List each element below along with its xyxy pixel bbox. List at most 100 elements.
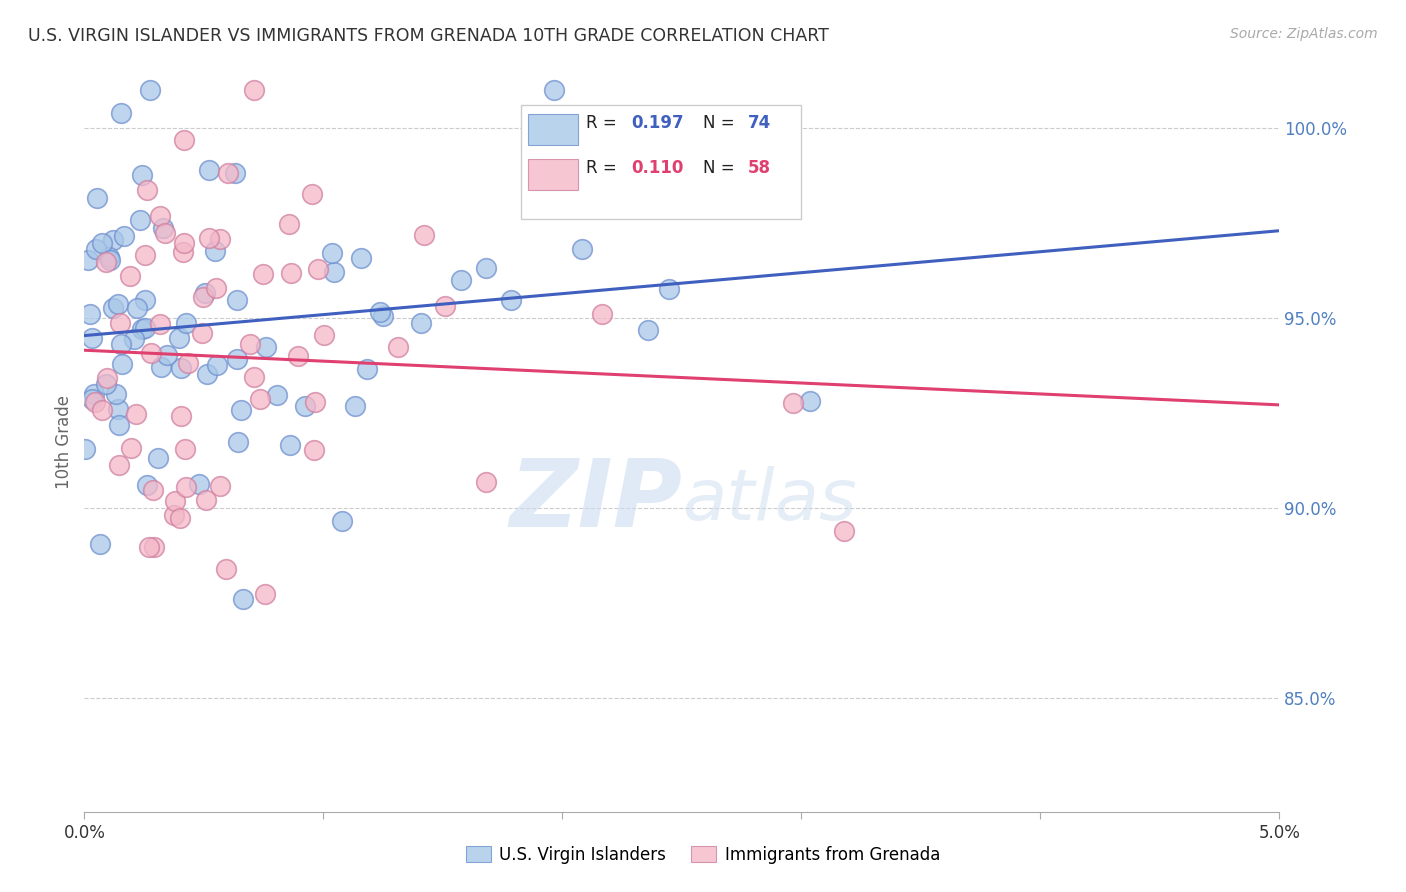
Point: [191, 290, 214, 304]
Point: [209, 231, 232, 245]
Point: [799, 394, 821, 409]
Point: [387, 340, 409, 354]
Point: [198, 230, 221, 244]
Text: U.S. VIRGIN ISLANDER VS IMMIGRANTS FROM GRENADA 10TH GRADE CORRELATION CHART: U.S. VIRGIN ISLANDER VS IMMIGRANTS FROM …: [28, 27, 830, 45]
Text: 74: 74: [748, 114, 770, 132]
Point: [571, 242, 593, 256]
Point: [134, 248, 156, 262]
Point: [224, 166, 246, 180]
Point: [434, 299, 457, 313]
Point: [187, 476, 209, 491]
Point: [142, 483, 165, 497]
FancyBboxPatch shape: [527, 114, 578, 145]
Point: [149, 317, 172, 331]
Point: [167, 330, 190, 344]
Point: [138, 541, 160, 555]
Point: [141, 346, 163, 360]
Point: [101, 233, 124, 247]
Point: [301, 187, 323, 202]
Point: [252, 267, 274, 281]
Point: [135, 478, 157, 492]
Point: [134, 293, 156, 308]
Point: [323, 265, 346, 279]
Point: [104, 387, 127, 401]
Text: Source: ZipAtlas.com: Source: ZipAtlas.com: [1230, 27, 1378, 41]
Point: [658, 282, 681, 296]
Point: [229, 403, 252, 417]
Point: [198, 162, 221, 177]
Point: [153, 226, 176, 240]
Point: [226, 351, 249, 366]
Point: [280, 266, 302, 280]
Point: [302, 442, 325, 457]
Point: [149, 209, 172, 223]
Point: [125, 407, 148, 421]
Point: [450, 273, 472, 287]
Point: [112, 229, 135, 244]
Point: [350, 251, 373, 265]
Point: [226, 434, 249, 449]
Point: [254, 340, 277, 354]
Point: [156, 348, 179, 362]
Point: [90, 235, 112, 250]
Y-axis label: 10th Grade: 10th Grade: [55, 394, 73, 489]
Point: [591, 307, 613, 321]
Point: [243, 83, 266, 97]
Point: [304, 395, 326, 409]
Point: [110, 336, 132, 351]
Point: [321, 246, 343, 260]
Point: [170, 409, 193, 423]
Point: [96, 370, 118, 384]
Point: [173, 133, 195, 147]
Point: [576, 178, 599, 193]
Point: [143, 540, 166, 554]
Point: [98, 250, 121, 264]
Point: [174, 316, 197, 330]
Point: [170, 360, 193, 375]
Point: [412, 228, 434, 243]
Point: [84, 242, 107, 256]
Point: [239, 336, 262, 351]
Point: [191, 326, 214, 340]
Point: [131, 169, 153, 183]
Point: [253, 587, 276, 601]
Point: [96, 255, 118, 269]
Point: [209, 479, 232, 493]
Point: [152, 221, 174, 235]
Point: [195, 367, 218, 381]
Point: [110, 105, 132, 120]
Point: [107, 417, 129, 432]
Text: R =: R =: [586, 114, 623, 132]
Point: [659, 124, 682, 138]
Point: [242, 369, 264, 384]
Point: [543, 83, 565, 97]
Point: [94, 376, 117, 391]
Point: [108, 458, 131, 472]
Point: [148, 451, 170, 466]
Point: [373, 309, 395, 323]
Point: [225, 293, 247, 307]
Point: [249, 392, 271, 406]
Point: [135, 183, 157, 197]
Point: [86, 191, 108, 205]
Point: [176, 480, 198, 494]
Point: [120, 268, 142, 283]
Point: [499, 293, 522, 307]
Point: [832, 524, 855, 538]
Point: [782, 396, 804, 410]
Point: [79, 307, 101, 321]
FancyBboxPatch shape: [527, 159, 578, 190]
Point: [134, 321, 156, 335]
Point: [172, 244, 194, 259]
Point: [120, 442, 142, 456]
Point: [474, 475, 496, 490]
Text: N =: N =: [703, 159, 741, 177]
Point: [139, 83, 162, 97]
Point: [165, 493, 187, 508]
Point: [280, 437, 302, 451]
Point: [90, 403, 112, 417]
Point: [232, 591, 254, 606]
Point: [204, 281, 226, 295]
Point: [107, 401, 129, 416]
Point: [83, 387, 105, 401]
